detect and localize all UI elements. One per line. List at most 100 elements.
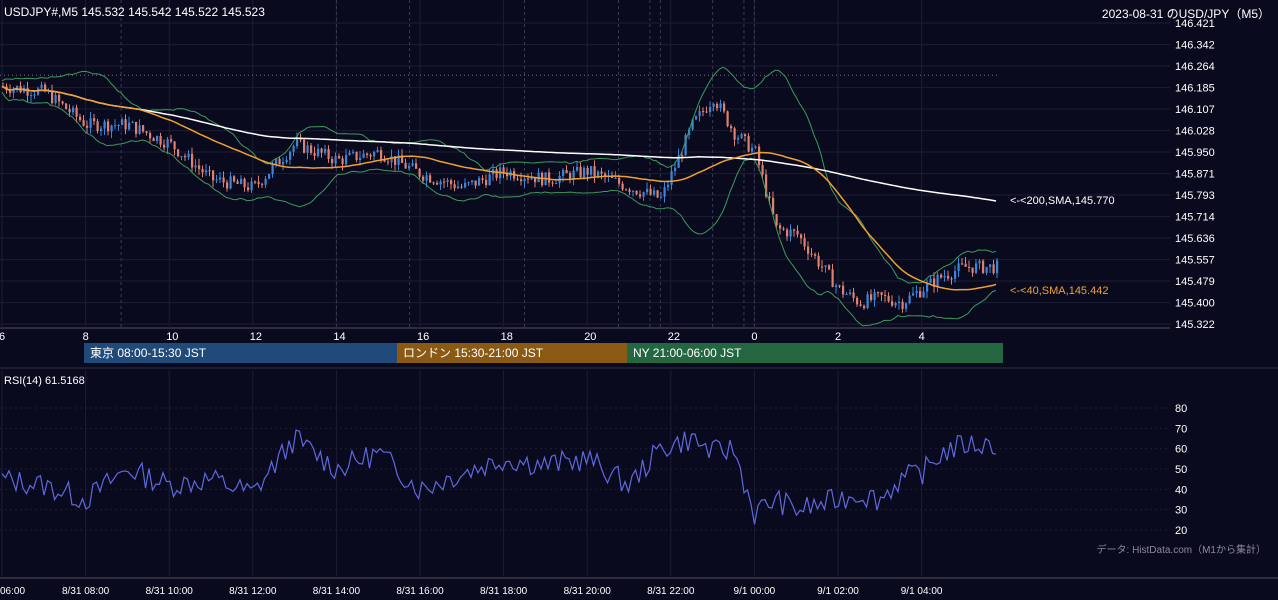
candle-body — [89, 118, 92, 128]
candle-body — [425, 175, 428, 181]
price-tick-label: 146.421 — [1175, 18, 1215, 30]
candle-body — [709, 106, 712, 113]
price-tick-label: 145.557 — [1175, 255, 1215, 267]
candle-body — [534, 177, 537, 183]
candle-body — [719, 103, 722, 109]
candle-body — [124, 119, 127, 130]
candle-body — [877, 292, 880, 294]
candle-body — [170, 139, 173, 142]
candle-body — [737, 138, 740, 140]
candle-body — [768, 196, 771, 198]
candle-body — [807, 246, 810, 254]
candle-body — [408, 165, 411, 169]
rsi-time-label: 06:00 — [0, 586, 25, 597]
candle-body — [411, 163, 414, 166]
candle-body — [110, 125, 113, 132]
candle-body — [271, 164, 274, 174]
candle-body — [726, 111, 729, 127]
candle-body — [796, 230, 799, 235]
candle-body — [922, 291, 925, 298]
candle-body — [523, 178, 526, 182]
candle-body — [474, 180, 477, 186]
candle-body — [961, 263, 964, 265]
candle-body — [450, 180, 453, 185]
candle-body — [894, 303, 897, 306]
candle-body — [439, 181, 442, 185]
candle-body — [975, 263, 978, 273]
candle-body — [656, 190, 659, 198]
candle-body — [317, 148, 320, 156]
candle-body — [814, 254, 817, 256]
candle-body — [54, 94, 57, 104]
candle-body — [341, 158, 344, 165]
candle-body — [488, 174, 491, 186]
time-tick-label: 8 — [83, 331, 89, 343]
price-tick-label: 145.636 — [1175, 233, 1215, 245]
candle-body — [296, 139, 299, 147]
rsi-time-label: 8/31 08:00 — [62, 586, 110, 597]
candle-body — [460, 186, 463, 188]
candle-body — [138, 125, 141, 134]
candle-body — [65, 103, 68, 110]
candle-body — [75, 107, 78, 117]
candle-body — [891, 301, 894, 306]
candle-body — [79, 116, 82, 121]
candle-body — [348, 152, 351, 156]
candle-body — [856, 297, 859, 305]
price-tick-label: 145.793 — [1175, 190, 1215, 202]
candle-body — [334, 156, 337, 164]
candle-body — [369, 154, 372, 157]
candle-body — [898, 301, 901, 304]
rsi-tick-label: 80 — [1175, 403, 1187, 415]
time-tick-label: 16 — [417, 331, 429, 343]
candle-body — [478, 178, 481, 186]
candle-body — [698, 110, 701, 117]
candle-body — [782, 228, 785, 230]
price-tick-label: 146.264 — [1175, 61, 1215, 73]
candle-body — [352, 151, 355, 153]
candle-body — [926, 282, 929, 292]
candle-body — [422, 176, 425, 181]
candle-body — [359, 157, 362, 160]
candle-body — [191, 153, 194, 168]
candle-body — [292, 146, 295, 152]
candle-body — [268, 173, 271, 179]
candle-body — [586, 167, 589, 175]
candle-body — [954, 271, 957, 279]
session-tokyo: 東京 08:00-15:30 JST — [84, 343, 397, 363]
candle-body — [649, 188, 652, 195]
rsi-time-label: 8/31 10:00 — [146, 586, 194, 597]
candle-body — [632, 190, 635, 192]
candle-body — [86, 125, 89, 128]
candle-body — [429, 175, 432, 183]
candle-body — [324, 149, 327, 153]
candle-body — [51, 90, 54, 104]
candle-body — [432, 182, 435, 184]
candle-body — [117, 125, 120, 127]
candle-body — [968, 266, 971, 268]
candle-body — [471, 180, 474, 183]
candle-body — [684, 134, 687, 156]
candle-body — [30, 95, 33, 97]
rsi-time-label: 8/31 18:00 — [480, 586, 528, 597]
candle-body — [985, 266, 988, 273]
symbol-info: USDJPY#,M5 145.532 145.542 145.522 145.5… — [4, 5, 265, 19]
candle-body — [761, 165, 764, 175]
sma40-line — [1, 85, 997, 291]
candle-body — [555, 183, 558, 185]
candle-body — [873, 292, 876, 301]
candle-body — [131, 121, 134, 123]
candle-body — [481, 178, 484, 180]
rsi-time-label: 9/1 00:00 — [734, 586, 776, 597]
candle-body — [338, 156, 341, 159]
candle-body — [548, 172, 551, 183]
candle-body — [800, 234, 803, 239]
price-tick-label: 145.400 — [1175, 298, 1215, 310]
candle-body — [100, 128, 103, 132]
candle-body — [828, 265, 831, 270]
candle-body — [744, 134, 747, 136]
candle-body — [982, 260, 985, 273]
candle-body — [730, 126, 733, 129]
candle-body — [320, 148, 323, 153]
candle-body — [628, 189, 631, 192]
